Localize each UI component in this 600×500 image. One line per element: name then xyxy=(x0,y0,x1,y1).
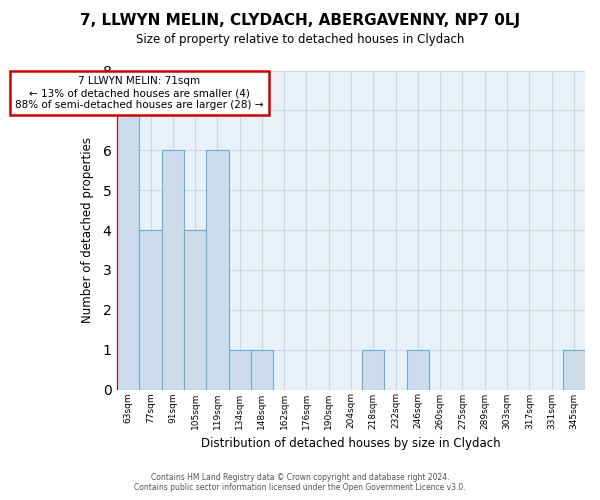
Bar xyxy=(139,230,161,390)
Bar xyxy=(184,230,206,390)
Bar xyxy=(251,350,273,390)
Bar xyxy=(407,350,429,390)
Bar xyxy=(117,110,139,390)
Text: 7, LLWYN MELIN, CLYDACH, ABERGAVENNY, NP7 0LJ: 7, LLWYN MELIN, CLYDACH, ABERGAVENNY, NP… xyxy=(80,12,520,28)
Bar xyxy=(229,350,251,390)
Text: Contains HM Land Registry data © Crown copyright and database right 2024.
Contai: Contains HM Land Registry data © Crown c… xyxy=(134,473,466,492)
X-axis label: Distribution of detached houses by size in Clydach: Distribution of detached houses by size … xyxy=(201,437,501,450)
Bar xyxy=(362,350,385,390)
Text: Size of property relative to detached houses in Clydach: Size of property relative to detached ho… xyxy=(136,32,464,46)
Bar xyxy=(161,150,184,390)
Text: 7 LLWYN MELIN: 71sqm
← 13% of detached houses are smaller (4)
88% of semi-detach: 7 LLWYN MELIN: 71sqm ← 13% of detached h… xyxy=(15,76,263,110)
Y-axis label: Number of detached properties: Number of detached properties xyxy=(82,137,94,323)
Bar xyxy=(206,150,229,390)
Bar xyxy=(563,350,585,390)
